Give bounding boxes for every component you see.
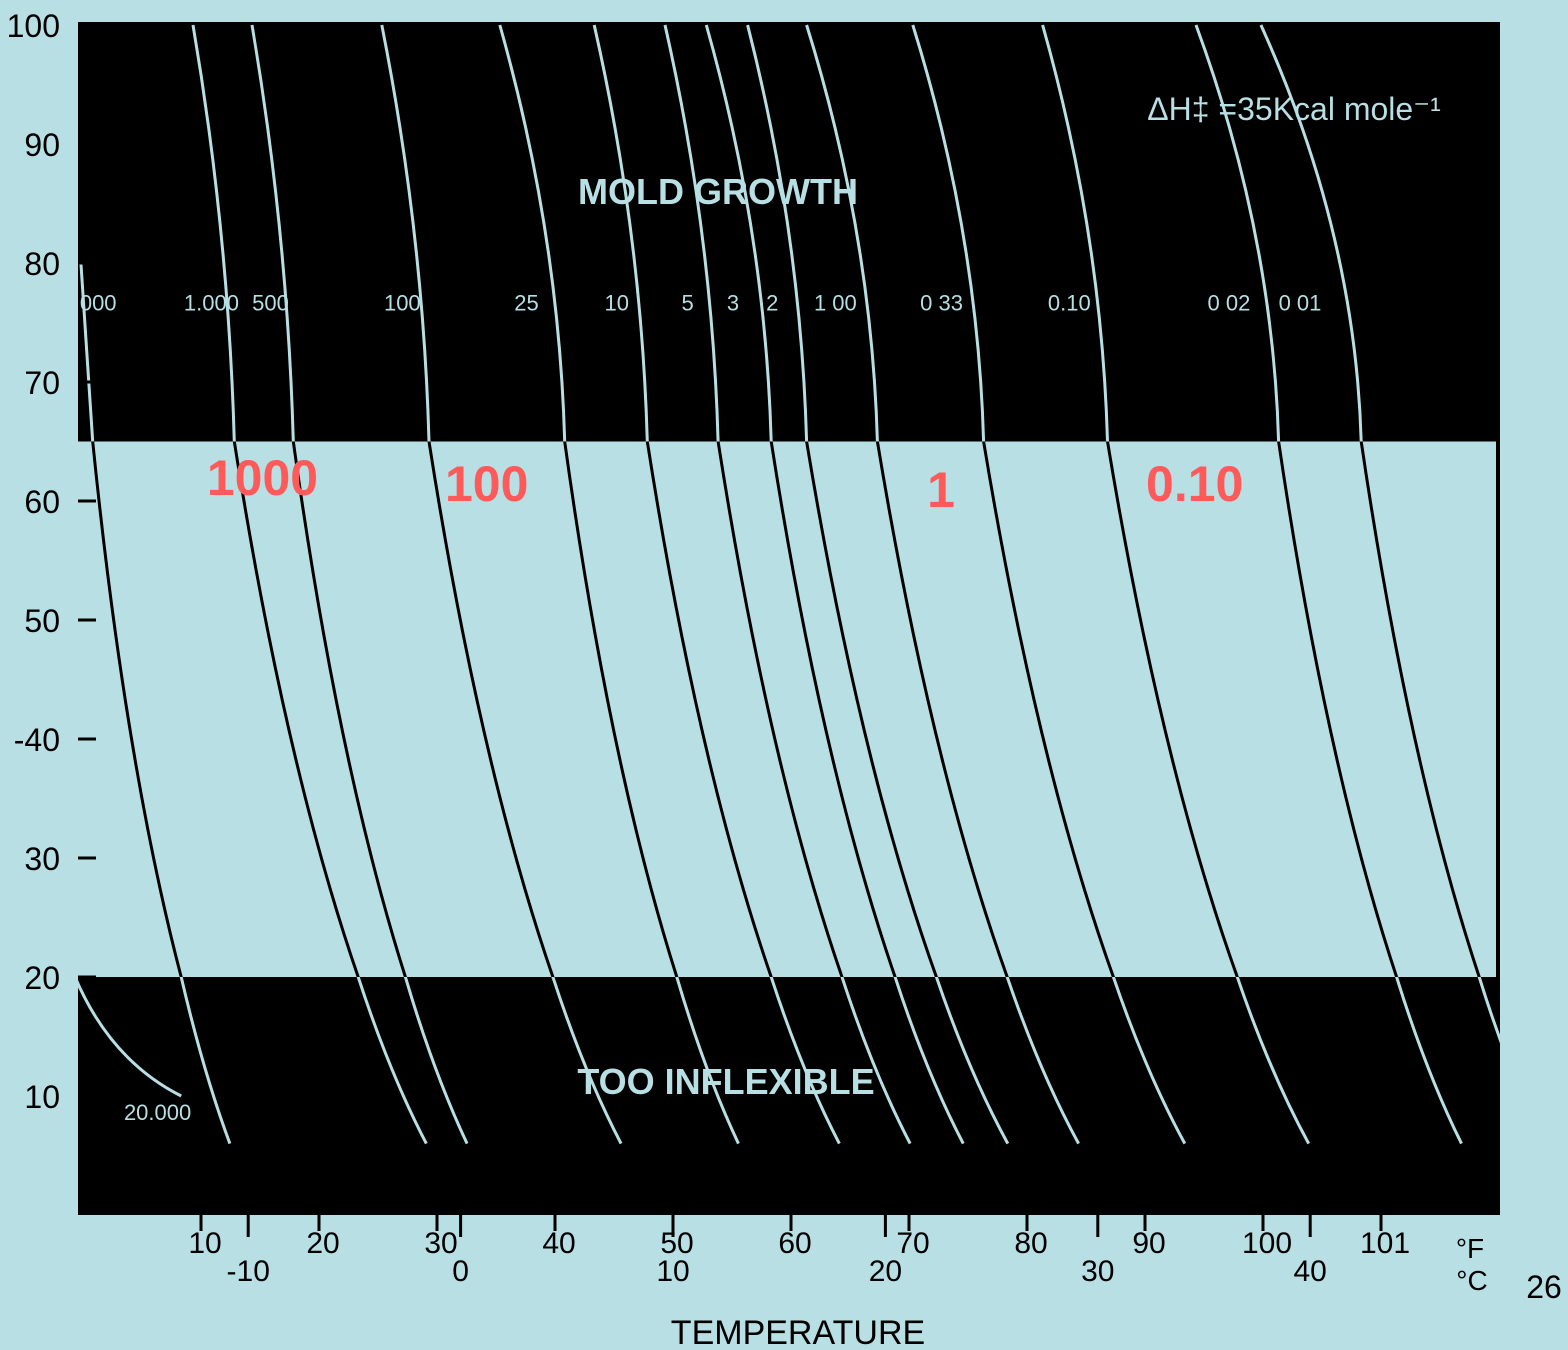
curve-line-dark xyxy=(805,441,938,977)
x-tick-label-f: 101 xyxy=(1360,1227,1410,1260)
y-tick-label: 90 xyxy=(24,127,60,163)
x-tick-label-f: 100 xyxy=(1242,1227,1292,1260)
x-tick-label-f: 60 xyxy=(778,1227,811,1260)
isoperm-curves xyxy=(73,24,1546,1145)
curve-label: 20.000 xyxy=(124,1100,191,1125)
y-tick-label: 80 xyxy=(24,246,60,282)
y-tick-label: 100 xyxy=(7,8,60,44)
curve-line-dark xyxy=(875,441,1009,977)
x-tick-label-c: 10 xyxy=(656,1255,689,1288)
curve-line-dark xyxy=(1277,441,1399,977)
curve-20-000 xyxy=(73,976,182,1098)
curve-0-01 xyxy=(1259,24,1546,1145)
highlight-label: 1 xyxy=(927,462,955,518)
region-label-too-inflexible: TOO INFLEXIBLE xyxy=(577,1061,874,1102)
y-tick-label: 60 xyxy=(24,484,60,520)
curve-line-dark xyxy=(563,441,679,977)
curve-line-light xyxy=(73,976,182,1098)
x-tick-label-c: 40 xyxy=(1294,1255,1327,1288)
x-tick-label-f: 10 xyxy=(188,1227,221,1260)
curve-25 xyxy=(498,24,740,1145)
curve-5 xyxy=(663,24,912,1145)
curve-line-dark xyxy=(232,441,360,977)
y-axis-ticks: 100 90 80 70 60 50 -40 30 20 10 xyxy=(7,8,96,1115)
curve-10 xyxy=(592,24,841,1145)
x-tick-label-f: 50 xyxy=(660,1227,693,1260)
curve-line-dark xyxy=(769,441,897,977)
region-acceptable xyxy=(78,441,1496,977)
highlight-label: 1000 xyxy=(207,450,318,506)
curve-label: 2 xyxy=(766,291,778,316)
curve-line-dark xyxy=(716,441,844,977)
x-tick-label-f: 40 xyxy=(542,1227,575,1260)
curve-3 xyxy=(704,24,965,1145)
curve-0-10 xyxy=(1041,24,1311,1145)
x-tick-label-f: 80 xyxy=(1014,1227,1047,1260)
x-tick-label-f: 20 xyxy=(306,1227,339,1260)
highlight-labels: 1000 100 1 0.10 xyxy=(207,450,1243,518)
y-tick-label: 50 xyxy=(24,603,60,639)
curve-0-02 xyxy=(1194,24,1463,1145)
curve-line-dark xyxy=(645,441,773,977)
x-unit-f: °F xyxy=(1456,1233,1484,1264)
curve-label: 0 02 xyxy=(1207,291,1250,316)
curve-label: 25 xyxy=(514,291,538,316)
curve-1-000 xyxy=(191,24,428,1145)
curve-label: 0 33 xyxy=(920,291,963,316)
x-tick-label-f: 70 xyxy=(896,1227,929,1260)
curve-label: 5 xyxy=(681,291,693,316)
curve-label: 10 xyxy=(605,291,629,316)
y-tick-label: 30 xyxy=(24,841,60,877)
curve-500 xyxy=(250,24,469,1145)
y-tick-label: 20 xyxy=(24,960,60,996)
x-tick-label-f: 90 xyxy=(1132,1227,1165,1260)
highlight-label: 100 xyxy=(445,456,528,512)
curve-label: 1 00 xyxy=(814,291,857,316)
x-axis-ticks: 10 20 30 40 50 60 70 80 90 100 101 -10 0 10 20 30 40 xyxy=(188,1215,1410,1288)
y-tick-label: 10 xyxy=(24,1079,60,1115)
acceptable-band xyxy=(78,441,1496,977)
curve-0-33 xyxy=(911,24,1187,1145)
curve-line-dark xyxy=(91,441,183,977)
region-label-mold-growth: MOLD GROWTH xyxy=(578,171,858,212)
x-tick-label-c: -10 xyxy=(227,1255,270,1288)
curve-label: 0 01 xyxy=(1279,291,1322,316)
highlight-label: 0.10 xyxy=(1146,456,1243,512)
x-axis-label: TEMPERATURE xyxy=(671,1314,925,1350)
curve-label: 100 xyxy=(384,291,421,316)
curve-line-dark xyxy=(982,441,1115,977)
y-tick-label: 70 xyxy=(24,365,60,401)
enthalpy-annotation: ΔH‡ =35Kcal mole⁻¹ xyxy=(1147,91,1441,127)
curve-line-dark xyxy=(1359,441,1481,977)
curve-line-dark xyxy=(291,441,407,977)
curve-5-000 xyxy=(79,262,232,1145)
curve-label: 5.000 xyxy=(61,291,116,316)
x-unit-c: °C xyxy=(1456,1265,1487,1296)
x-tick-label-c: 0 xyxy=(452,1255,469,1288)
curve-label: 3 xyxy=(727,291,739,316)
curve-line-dark xyxy=(1105,441,1239,977)
curve-100 xyxy=(380,24,623,1145)
curve-label: 1.000 xyxy=(184,291,239,316)
curve-1-00 xyxy=(805,24,1080,1145)
x-tick-label-f: 30 xyxy=(424,1227,457,1260)
curve-label: 500 xyxy=(252,291,289,316)
y-tick-label: -40 xyxy=(14,722,60,758)
curve-labels: 5.000 1.000 500 100 25 10 5 3 2 1 00 0 33 0.10 0 02 0… xyxy=(61,291,1321,1125)
x-tick-label-c: 30 xyxy=(1081,1255,1114,1288)
curve-line-dark xyxy=(427,441,555,977)
page-number: 26 xyxy=(1526,1269,1562,1305)
x-tick-label-c: 20 xyxy=(869,1255,902,1288)
curve-2 xyxy=(746,24,1010,1145)
curve-label: 0.10 xyxy=(1048,291,1091,316)
